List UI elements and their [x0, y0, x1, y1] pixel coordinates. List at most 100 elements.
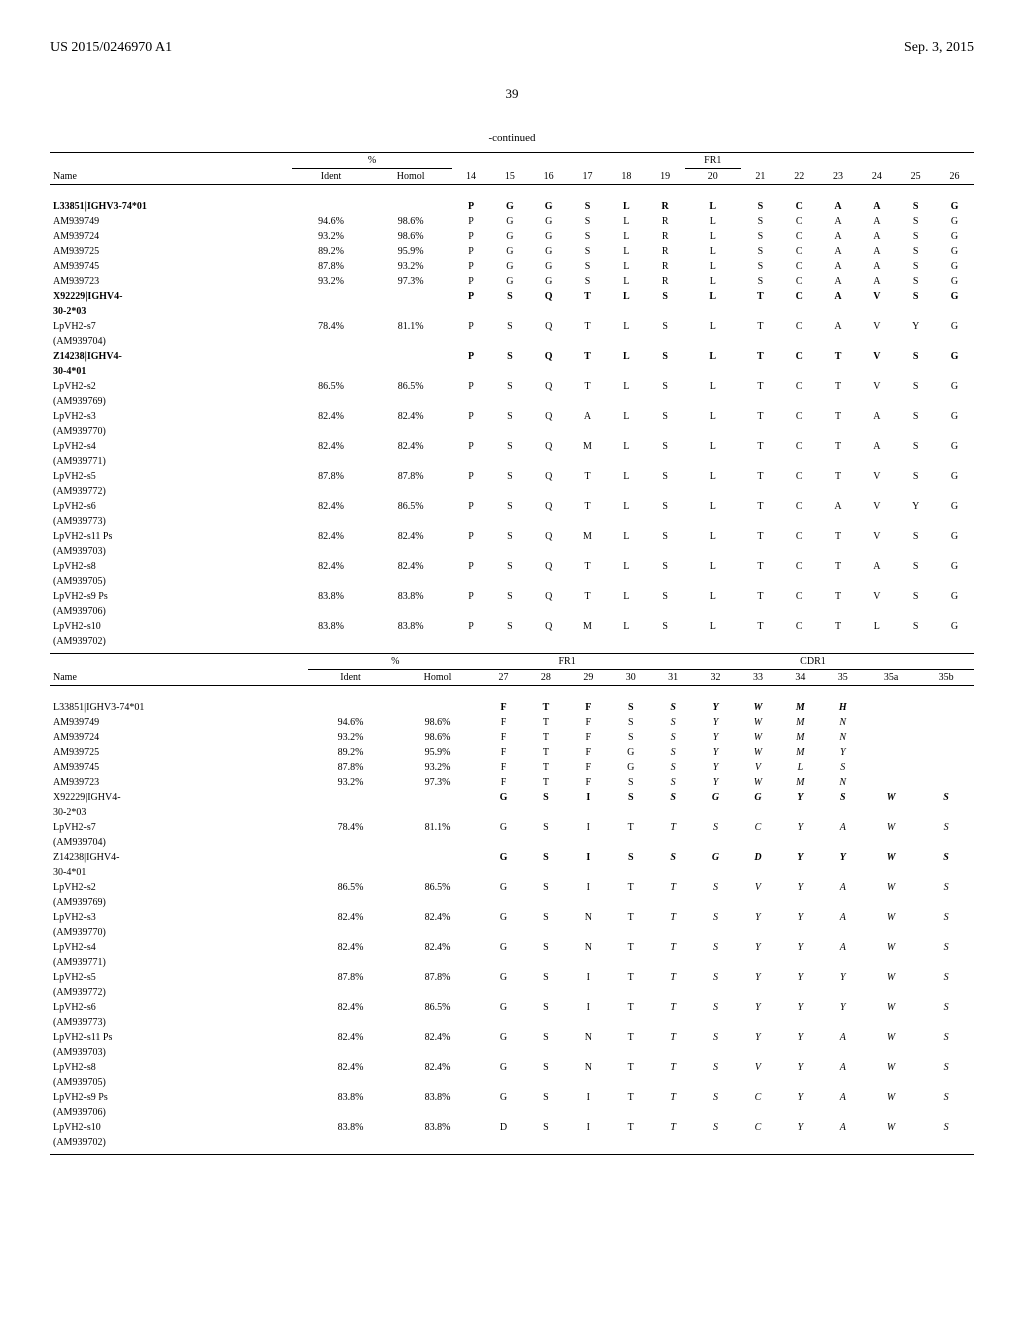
- seq-cell: M: [568, 439, 607, 454]
- seq-cell: S: [896, 229, 935, 244]
- fr1-cell: T: [610, 1000, 652, 1015]
- cdr1-cell: S: [822, 760, 864, 775]
- seq-cell: G: [935, 499, 974, 514]
- homol-cell-2: 87.8%: [393, 970, 483, 985]
- fr1-cell: S: [525, 1060, 567, 1075]
- seq-cell: A: [819, 289, 858, 304]
- cdr1-cell: M: [779, 700, 821, 715]
- seq-cell: S: [646, 349, 685, 364]
- col-header: Ident: [292, 169, 369, 185]
- seq-cell: G: [935, 274, 974, 289]
- row-name: LpVH2-s9 Ps: [50, 589, 292, 604]
- seq-cell: Q: [529, 349, 568, 364]
- fr1-cell: T: [610, 1090, 652, 1105]
- seq-cell: S: [741, 229, 780, 244]
- cdr1-cell: W: [864, 1060, 918, 1075]
- row-name-2: LpVH2-s8: [50, 1060, 308, 1075]
- seq-cell: A: [819, 319, 858, 334]
- cdr1-cell: [918, 730, 974, 745]
- cdr1-cell: T: [652, 820, 694, 835]
- seq-cell: S: [490, 439, 529, 454]
- row-name-2: LpVH2-s4: [50, 940, 308, 955]
- cdr1-cell: D: [737, 850, 779, 865]
- cdr1-cell: W: [864, 910, 918, 925]
- col-header: 16: [529, 169, 568, 185]
- cdr1-cell: W: [864, 880, 918, 895]
- homol-cell-2: [393, 790, 483, 805]
- seq-cell: A: [857, 439, 896, 454]
- seq-cell: L: [607, 499, 646, 514]
- row-name-sub-2: (AM939769): [50, 895, 308, 910]
- cdr1-cell: Y: [779, 850, 821, 865]
- row-name-2: LpVH2-s5: [50, 970, 308, 985]
- row-name-sub: (AM939771): [50, 454, 292, 469]
- fr1-group: FR1: [685, 153, 741, 169]
- seq-cell: A: [819, 499, 858, 514]
- cdr1-cell: T: [652, 1000, 694, 1015]
- homol-cell-2: 86.5%: [393, 1000, 483, 1015]
- seq-cell: T: [741, 559, 780, 574]
- cdr1-cell: [864, 715, 918, 730]
- cdr1-cell: Y: [737, 1030, 779, 1045]
- page-number: 39: [50, 86, 974, 102]
- fr1-cell: S: [525, 1030, 567, 1045]
- seq-cell: S: [646, 619, 685, 634]
- col-header: 19: [646, 169, 685, 185]
- fr1-cell: I: [567, 790, 609, 805]
- row-name-2: LpVH2-s10: [50, 1120, 308, 1135]
- cdr1-cell: S: [694, 1000, 736, 1015]
- cdr1-cell: Y: [694, 760, 736, 775]
- seq-cell: L: [607, 379, 646, 394]
- row-name-2: AM939724: [50, 730, 308, 745]
- cdr1-cell: M: [779, 775, 821, 790]
- homol-cell: 98.6%: [370, 214, 452, 229]
- col-header-2: Ident: [308, 670, 392, 686]
- cdr1-cell: W: [737, 775, 779, 790]
- seq-cell: S: [896, 349, 935, 364]
- seq-cell: L: [607, 274, 646, 289]
- seq-cell: G: [935, 529, 974, 544]
- seq-cell: T: [741, 289, 780, 304]
- cdr1-cell: T: [652, 1120, 694, 1135]
- cdr1-cell: Y: [779, 910, 821, 925]
- ident-cell: 82.4%: [292, 529, 369, 544]
- fr1-cell: S: [525, 940, 567, 955]
- seq-cell: L: [607, 529, 646, 544]
- seq-cell: L: [607, 439, 646, 454]
- cdr1-cell: W: [864, 940, 918, 955]
- fr1-cell: F: [567, 745, 609, 760]
- cdr1-cell: A: [822, 820, 864, 835]
- seq-cell: S: [646, 289, 685, 304]
- seq-cell: G: [935, 409, 974, 424]
- seq-cell: S: [646, 529, 685, 544]
- seq-cell: S: [568, 274, 607, 289]
- homol-cell: 83.8%: [370, 619, 452, 634]
- seq-cell: M: [568, 529, 607, 544]
- seq-cell: R: [646, 259, 685, 274]
- seq-cell: T: [568, 499, 607, 514]
- seq-cell: S: [490, 319, 529, 334]
- ident-cell: 82.4%: [292, 409, 369, 424]
- cdr1-cell: G: [694, 850, 736, 865]
- seq-cell: L: [685, 289, 741, 304]
- col-header: 15: [490, 169, 529, 185]
- fr1-group-2: FR1: [482, 654, 652, 670]
- homol-cell-2: 81.1%: [393, 820, 483, 835]
- fr1-cell: T: [610, 1030, 652, 1045]
- homol-cell: 81.1%: [370, 319, 452, 334]
- homol-cell: 86.5%: [370, 499, 452, 514]
- ident-cell: 89.2%: [292, 244, 369, 259]
- row-name: LpVH2-s7: [50, 319, 292, 334]
- cdr1-cell: T: [652, 1090, 694, 1105]
- cdr1-cell: Y: [779, 940, 821, 955]
- cdr1-cell: Y: [779, 790, 821, 805]
- ident-cell-2: 82.4%: [308, 1000, 392, 1015]
- seq-cell: S: [741, 199, 780, 214]
- seq-cell: C: [780, 289, 819, 304]
- fr1-cell: T: [610, 880, 652, 895]
- seq-cell: G: [935, 589, 974, 604]
- seq-cell: S: [896, 259, 935, 274]
- cdr1-cell: S: [918, 1000, 974, 1015]
- seq-cell: S: [490, 559, 529, 574]
- fr1-cell: F: [567, 715, 609, 730]
